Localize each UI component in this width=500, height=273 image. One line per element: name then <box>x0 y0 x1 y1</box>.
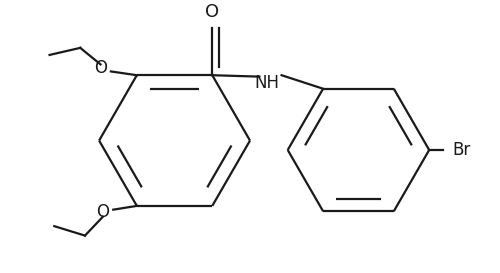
Text: O: O <box>205 2 220 20</box>
Text: NH: NH <box>254 74 279 92</box>
Text: Br: Br <box>452 141 470 159</box>
Text: O: O <box>96 203 110 221</box>
Text: O: O <box>94 59 107 77</box>
